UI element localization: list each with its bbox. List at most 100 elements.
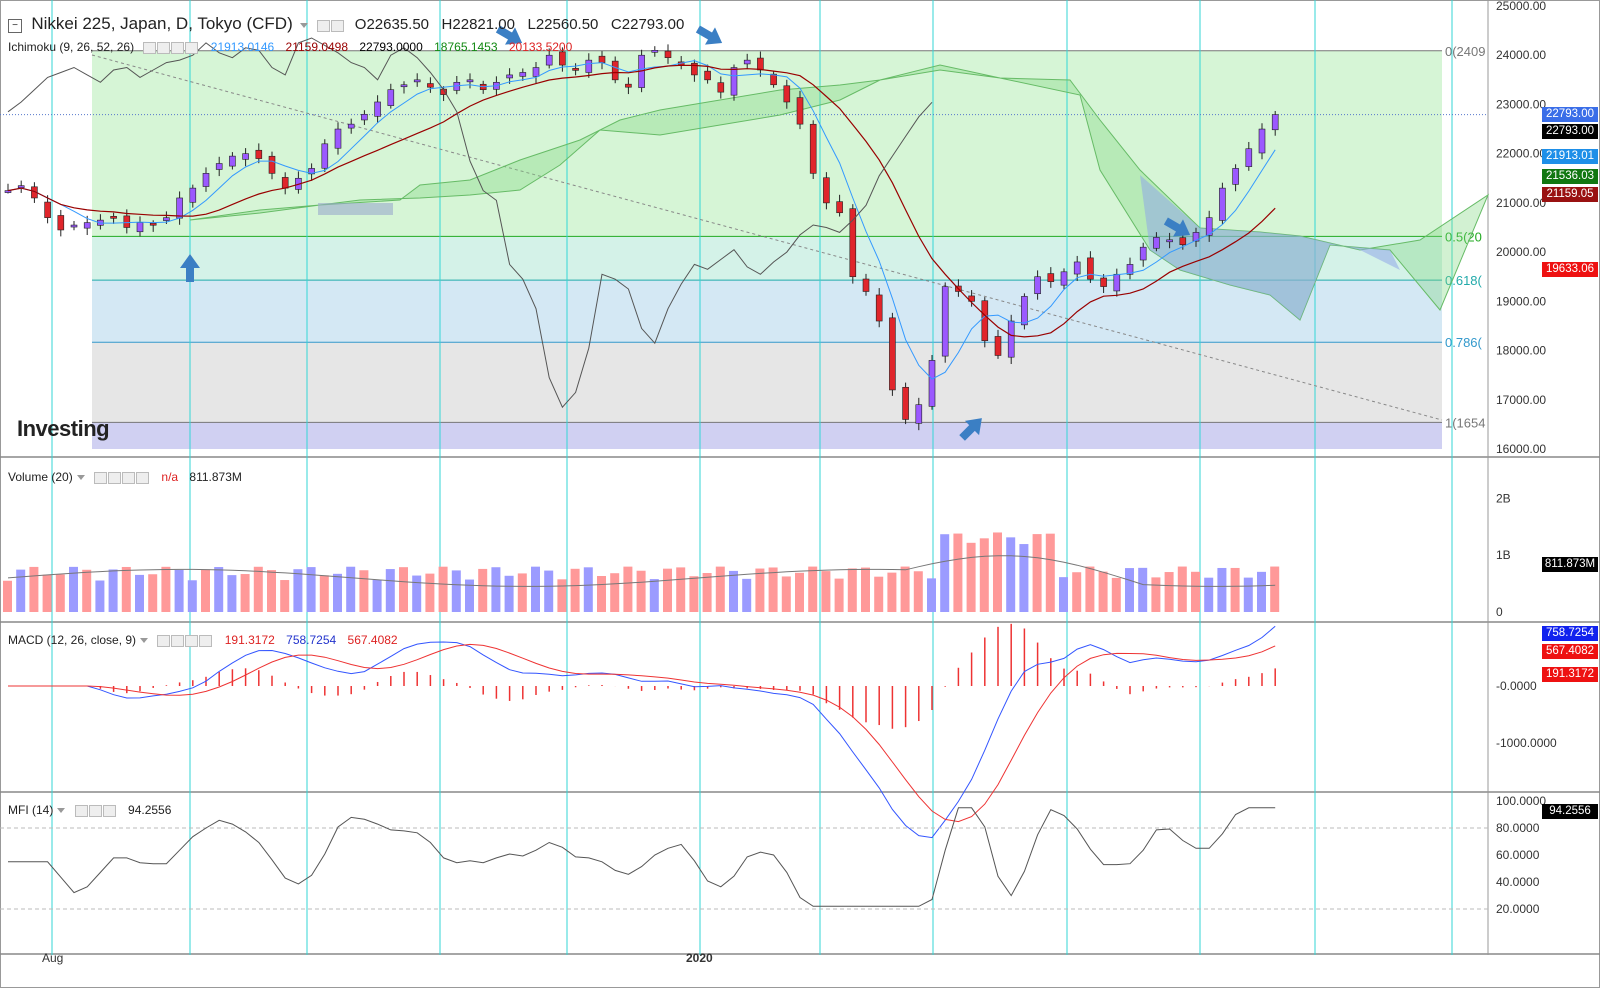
volume-bar	[570, 568, 580, 612]
ichimoku-cloud-bear	[318, 203, 393, 215]
candle-body	[400, 84, 408, 88]
macd-tag-signal: 567.4082	[1542, 644, 1598, 659]
volume-bar	[517, 573, 527, 612]
volume-bar	[847, 568, 857, 612]
kijun-line	[7, 64, 1276, 338]
volume-bar	[913, 571, 923, 612]
chevron-down-icon[interactable]	[140, 638, 149, 644]
close-icon[interactable]	[199, 634, 213, 647]
candle-body	[849, 208, 857, 278]
volume-bar	[333, 573, 342, 612]
volume-bar	[1270, 566, 1280, 612]
close-icon[interactable]	[136, 471, 150, 484]
fib-zone	[92, 280, 1442, 343]
volume-bar	[887, 572, 897, 612]
settings-icon[interactable]	[171, 41, 185, 54]
candle-body	[202, 173, 210, 187]
volume-bar	[306, 567, 316, 612]
volume-bar	[319, 575, 329, 612]
volume-bar	[3, 580, 12, 612]
volume-bar	[610, 573, 620, 612]
candle-body	[823, 177, 830, 204]
settings-icon[interactable]	[317, 19, 331, 32]
volume-bar	[1177, 566, 1187, 612]
candle-body	[941, 286, 949, 357]
eye-icon[interactable]	[74, 804, 88, 817]
volume-tick-label: 2B	[1496, 491, 1511, 505]
volume-bar	[214, 567, 224, 612]
volume-bar	[108, 569, 118, 612]
arrow-right-icon	[1163, 217, 1191, 237]
trend-line	[91, 54, 1443, 421]
candle-body	[506, 74, 513, 79]
gear-icon[interactable]	[157, 41, 171, 54]
arrow-right-icon	[495, 25, 523, 45]
candle-body	[743, 59, 751, 65]
fib-zone	[92, 342, 1442, 423]
volume-tick-label: 0	[1496, 605, 1503, 619]
candle-body	[1271, 114, 1279, 131]
price-tag-span-a: 21536.03	[1542, 169, 1598, 184]
candle-body	[17, 185, 25, 188]
settings-icon[interactable]	[185, 634, 199, 647]
volume-bar	[1243, 577, 1253, 612]
chikou-line	[7, 37, 933, 409]
chevron-down-icon[interactable]	[76, 475, 85, 481]
volume-bar	[1164, 572, 1174, 612]
ichimoku-legend: Ichimoku (9, 26, 52, 26) 21913.0146 2115…	[8, 40, 573, 54]
volume-bar	[174, 569, 184, 612]
mfi-tick-label: 40.0000	[1496, 875, 1540, 889]
candle-body	[1007, 320, 1015, 358]
close-icon[interactable]	[185, 41, 199, 54]
volume-bar	[940, 534, 950, 612]
price-tick-label: 18000.00	[1496, 344, 1546, 358]
volume-bar	[649, 579, 659, 612]
volume-bar	[399, 567, 408, 612]
candle-body	[519, 72, 527, 77]
price-tag-span-b: 19633.06	[1542, 262, 1598, 277]
candle-body	[704, 70, 711, 81]
volume-bar	[597, 576, 606, 612]
gear-icon[interactable]	[331, 19, 345, 32]
candle-body	[809, 123, 817, 174]
ichimoku-label: Ichimoku (9, 26, 52, 26)	[8, 40, 135, 54]
candle-body	[1021, 296, 1028, 326]
volume-tag: 811.873M	[1542, 557, 1598, 572]
candle-body	[902, 386, 909, 420]
eye-icon[interactable]	[143, 41, 157, 54]
volume-bar	[1151, 577, 1161, 612]
eye-icon[interactable]	[94, 471, 108, 484]
volume-bar	[1045, 533, 1055, 612]
volume-bar	[55, 574, 65, 612]
candle-body	[545, 54, 553, 66]
settings-icon[interactable]	[102, 804, 116, 817]
candle-body	[1245, 148, 1253, 167]
candle-body	[1034, 276, 1041, 295]
volume-bar	[201, 569, 210, 612]
gear-icon[interactable]	[171, 634, 185, 647]
gear-icon[interactable]	[88, 804, 102, 817]
settings-icon[interactable]	[122, 471, 136, 484]
candle-body	[57, 215, 65, 231]
candle-body	[611, 60, 619, 81]
chevron-down-icon[interactable]	[57, 808, 66, 814]
candle-body	[242, 153, 249, 160]
candle-body	[321, 143, 329, 169]
volume-bar	[491, 567, 501, 612]
volume-bar	[1085, 566, 1095, 612]
volume-bar	[1032, 534, 1042, 612]
volume-bar	[966, 542, 976, 612]
candle-body	[1258, 128, 1266, 154]
mfi-line	[8, 807, 1276, 907]
volume-bar	[689, 576, 699, 612]
collapse-icon[interactable]: −	[8, 18, 22, 33]
volume-bar	[544, 570, 554, 612]
candle-body	[572, 68, 579, 71]
chevron-down-icon[interactable]	[300, 23, 309, 29]
volume-bar	[438, 566, 448, 612]
price-tick-label: 22000.00	[1496, 147, 1546, 161]
eye-icon[interactable]	[157, 634, 171, 647]
volume-bar	[29, 566, 39, 612]
volume-bar	[874, 576, 884, 612]
gear-icon[interactable]	[108, 471, 122, 484]
